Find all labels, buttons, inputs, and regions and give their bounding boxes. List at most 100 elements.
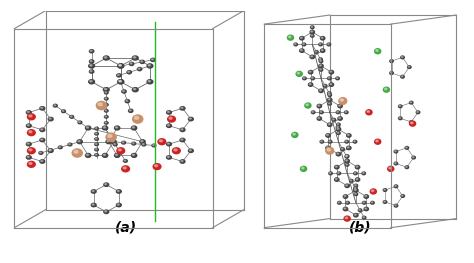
Ellipse shape (116, 154, 118, 155)
Ellipse shape (336, 77, 339, 80)
Ellipse shape (405, 146, 409, 149)
Ellipse shape (328, 140, 332, 143)
Ellipse shape (335, 165, 339, 169)
Ellipse shape (319, 89, 323, 93)
Ellipse shape (79, 122, 80, 123)
Ellipse shape (181, 107, 183, 108)
Ellipse shape (70, 115, 73, 118)
Ellipse shape (49, 149, 51, 150)
Ellipse shape (366, 110, 372, 115)
Ellipse shape (340, 99, 344, 101)
Ellipse shape (311, 56, 313, 57)
Ellipse shape (328, 123, 332, 127)
Ellipse shape (363, 202, 365, 203)
Ellipse shape (117, 190, 121, 193)
Ellipse shape (339, 98, 346, 104)
Ellipse shape (391, 60, 392, 61)
Ellipse shape (365, 195, 366, 197)
Ellipse shape (103, 154, 106, 155)
Ellipse shape (354, 184, 357, 187)
Ellipse shape (49, 118, 51, 119)
Ellipse shape (27, 156, 31, 159)
Ellipse shape (337, 124, 339, 125)
Ellipse shape (394, 204, 398, 207)
Ellipse shape (399, 105, 402, 108)
Ellipse shape (27, 148, 35, 154)
Ellipse shape (133, 88, 136, 90)
Ellipse shape (122, 90, 126, 93)
Ellipse shape (319, 111, 323, 114)
Ellipse shape (389, 167, 391, 169)
Ellipse shape (104, 88, 107, 90)
Ellipse shape (117, 74, 121, 77)
Ellipse shape (29, 163, 32, 164)
Ellipse shape (41, 129, 43, 130)
Ellipse shape (321, 37, 323, 38)
Ellipse shape (344, 195, 346, 197)
Ellipse shape (54, 104, 57, 107)
Ellipse shape (347, 147, 349, 148)
Ellipse shape (40, 107, 45, 110)
Ellipse shape (105, 110, 107, 111)
Ellipse shape (112, 140, 114, 142)
Ellipse shape (90, 80, 92, 82)
Ellipse shape (328, 99, 330, 100)
Ellipse shape (356, 165, 360, 169)
Ellipse shape (341, 148, 343, 149)
Ellipse shape (49, 150, 51, 151)
Ellipse shape (355, 185, 356, 186)
Ellipse shape (123, 167, 126, 169)
Ellipse shape (319, 58, 322, 61)
Ellipse shape (104, 98, 108, 100)
Ellipse shape (90, 65, 92, 66)
Ellipse shape (399, 105, 401, 107)
Ellipse shape (384, 189, 385, 190)
Ellipse shape (78, 140, 80, 142)
Ellipse shape (68, 143, 72, 146)
Text: (a): (a) (115, 220, 137, 234)
Ellipse shape (395, 151, 396, 152)
Ellipse shape (309, 71, 311, 72)
Ellipse shape (371, 202, 373, 203)
Ellipse shape (345, 155, 348, 158)
Ellipse shape (58, 146, 62, 149)
Ellipse shape (412, 156, 415, 159)
Ellipse shape (337, 126, 338, 127)
Ellipse shape (401, 195, 403, 196)
Ellipse shape (289, 36, 291, 38)
Ellipse shape (106, 140, 111, 144)
Ellipse shape (138, 68, 140, 69)
Ellipse shape (90, 50, 94, 53)
Ellipse shape (330, 83, 332, 85)
Ellipse shape (131, 154, 137, 157)
Ellipse shape (27, 161, 35, 167)
Ellipse shape (410, 121, 411, 122)
Ellipse shape (90, 60, 92, 62)
Ellipse shape (147, 80, 153, 84)
Ellipse shape (370, 189, 376, 194)
Ellipse shape (118, 80, 124, 84)
Ellipse shape (344, 208, 346, 209)
Ellipse shape (309, 83, 311, 85)
Ellipse shape (167, 143, 169, 144)
Ellipse shape (91, 203, 96, 207)
Ellipse shape (416, 111, 420, 114)
Ellipse shape (408, 66, 410, 67)
Ellipse shape (27, 111, 31, 114)
Ellipse shape (167, 125, 169, 126)
Ellipse shape (339, 117, 340, 119)
Ellipse shape (354, 187, 357, 190)
Ellipse shape (354, 172, 357, 175)
Ellipse shape (311, 26, 312, 27)
Ellipse shape (103, 88, 109, 92)
Ellipse shape (132, 88, 138, 92)
Ellipse shape (122, 166, 129, 172)
Ellipse shape (124, 160, 126, 161)
Ellipse shape (301, 37, 302, 38)
Ellipse shape (327, 134, 328, 135)
Ellipse shape (394, 150, 398, 153)
Ellipse shape (330, 71, 332, 72)
Ellipse shape (365, 208, 366, 209)
Ellipse shape (333, 119, 334, 120)
Ellipse shape (123, 90, 124, 92)
